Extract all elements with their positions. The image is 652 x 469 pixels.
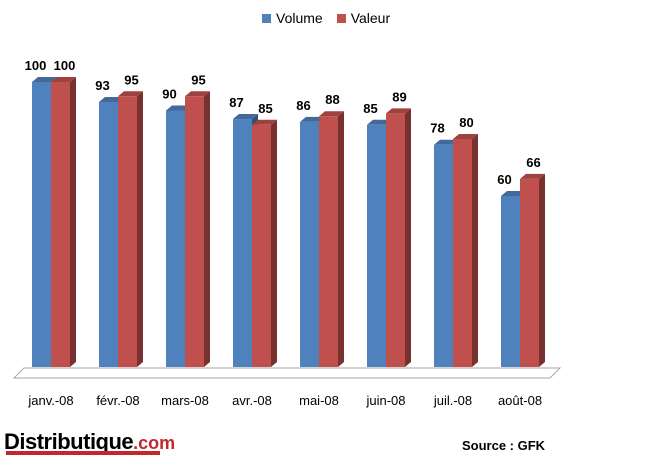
bar-valeur-3 [252,124,271,367]
chart-floor [12,367,562,379]
bar-side-valeur-0 [70,77,76,367]
bar-valeur-0 [51,82,70,367]
data-label-volume-2: 90 [162,87,176,102]
bar-volume-6 [434,144,453,367]
bar-volume-5 [367,124,386,367]
data-label-valeur-5: 89 [392,89,406,104]
bar-top-volume-6 [434,139,459,145]
x-tick-label-4: mai-08 [299,393,339,408]
data-label-valeur-1: 95 [124,72,138,87]
bar-top-volume-7 [501,191,526,196]
bar-top-valeur-2 [185,91,210,97]
bar-top-volume-4 [300,116,325,122]
x-tick-label-5: juin-08 [365,393,405,408]
data-label-volume-7: 60 [497,172,511,187]
bar-side-valeur-7 [539,173,545,367]
bar-side-valeur-1 [137,91,143,367]
logo-name: Distributique [4,429,134,454]
bar-side-valeur-6 [472,134,478,367]
legend-label-volume: Volume [276,10,323,26]
bar-volume-1 [99,101,118,367]
data-label-valeur-3: 85 [258,101,272,116]
source-note: Source : GFK [462,438,546,453]
x-tick-label-0: janv.-08 [27,393,73,408]
data-label-valeur-7: 66 [526,155,540,170]
bar-valeur-2 [185,96,204,367]
x-tick-label-7: août-08 [498,393,542,408]
bar-side-valeur-5 [405,108,411,367]
distributique-logo: Distributique.com [4,429,175,455]
bar-top-valeur-3 [252,119,277,125]
bar-side-valeur-4 [338,111,344,367]
logo-underline [6,451,160,455]
bar-valeur-6 [453,139,472,367]
data-label-valeur-2: 95 [191,72,205,87]
bar-volume-7 [501,196,520,367]
data-label-volume-5: 85 [363,101,377,116]
bar-top-volume-2 [166,105,191,111]
bar-side-valeur-2 [204,91,210,367]
bar-volume-0 [32,82,51,367]
legend-swatch-volume [262,13,271,23]
x-tick-label-1: févr.-08 [96,393,139,408]
bar-valeur-5 [386,113,405,367]
bar-volume-3 [233,119,252,367]
bar-top-valeur-0 [51,77,76,82]
data-label-volume-3: 87 [229,95,243,110]
data-label-valeur-0: 100 [54,58,76,73]
bar-side-valeur-3 [271,119,277,367]
legend-item-volume: Volume [262,10,323,26]
data-label-volume-4: 86 [296,98,310,113]
bar-top-valeur-6 [453,134,478,139]
bar-valeur-7 [520,178,539,367]
bar-top-valeur-7 [520,173,545,179]
bar-top-volume-5 [367,119,392,125]
x-tick-label-2: mars-08 [161,393,209,408]
data-label-valeur-4: 88 [325,92,339,107]
logo-suffix: .com [133,433,176,453]
bar-valeur-4 [319,116,338,367]
x-tick-label-6: juil.-08 [433,393,472,408]
bar-valeur-1 [118,96,137,367]
bar-top-valeur-5 [386,108,411,114]
bar-top-valeur-4 [319,111,344,117]
data-label-volume-0: 100 [25,58,47,73]
bar-top-volume-0 [32,77,57,82]
legend-swatch-valeur [336,13,346,23]
bar-volume-2 [166,110,185,367]
legend-item-valeur: Valeur [336,10,391,26]
data-label-volume-6: 78 [430,121,444,136]
data-label-valeur-6: 80 [459,115,473,130]
chart-legend: Volume Valeur [262,10,390,26]
x-tick-label-3: avr.-08 [232,393,272,408]
bar-volume-4 [300,121,319,368]
legend-label-valeur: Valeur [350,10,391,26]
data-label-volume-1: 93 [95,78,109,93]
bar-top-valeur-1 [118,91,143,97]
bar-top-volume-3 [233,114,258,120]
bar-top-volume-1 [99,96,124,102]
